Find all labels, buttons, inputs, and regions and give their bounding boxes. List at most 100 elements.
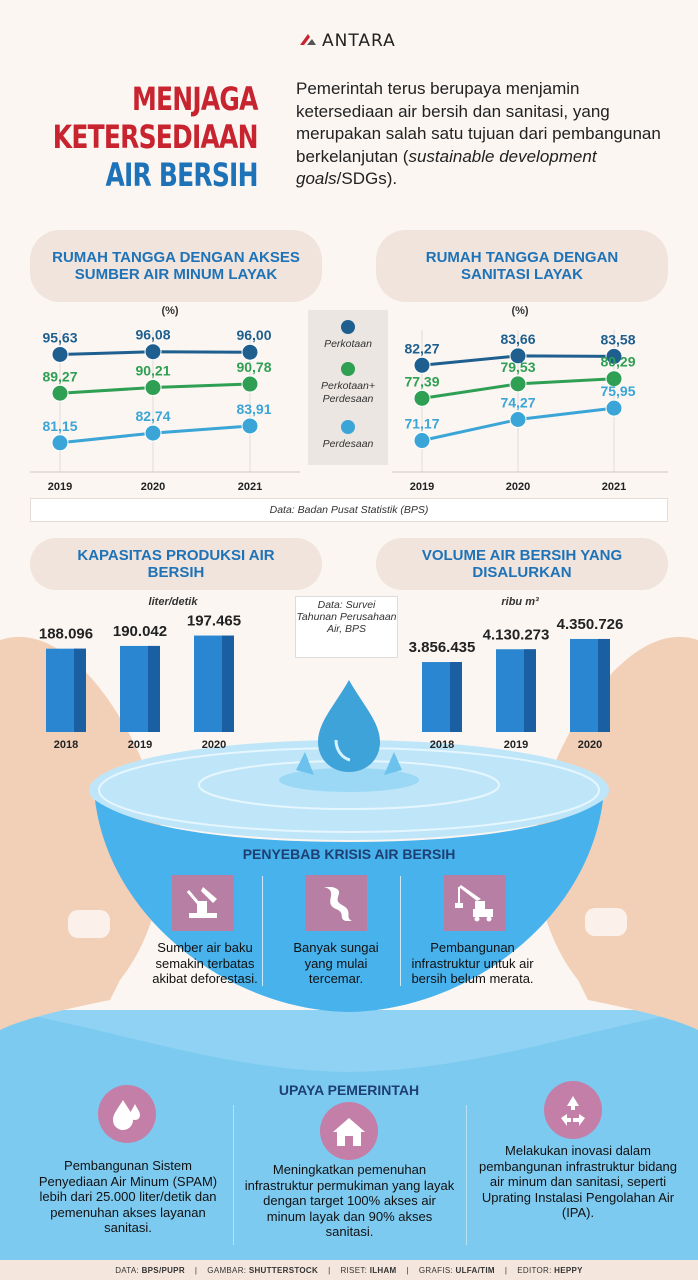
footer-riset: RISET: ILHAM (340, 1266, 396, 1275)
x-tick-label: 2019 (48, 481, 72, 493)
bar-shade (598, 638, 610, 732)
efforts-divider-1 (233, 1105, 234, 1245)
legend-dot-campuran (341, 362, 355, 376)
brand-logo: ANTARA (298, 30, 396, 52)
x-tick-label: 2021 (602, 481, 626, 493)
data-point (605, 399, 623, 417)
cause-text-2: Banyak sungai yang mulai tercemar. (293, 940, 379, 986)
x-tick-label: 2020 (141, 481, 165, 493)
data-label: 79,53 (500, 359, 535, 375)
data-label: 71,17 (404, 416, 439, 432)
chart-title-sanitasi: RUMAH TANGGA DENGAN SANITASI LAYAK (376, 230, 668, 302)
house-icon (320, 1102, 378, 1160)
footer-riset-label: RISET: (340, 1265, 368, 1275)
footer-editor: EDITOR: HEPPY (517, 1266, 583, 1275)
bar-shade (450, 662, 462, 732)
bar-chart-kapasitas: 188.096 2018 190.042 2019 197.465 2020 (39, 613, 241, 751)
legend-dot-perdesaan (341, 420, 355, 434)
title-line-1: MENJAGA (132, 80, 259, 118)
x-tick-label: 2020 (202, 739, 226, 751)
data-point (509, 375, 527, 393)
data-point (509, 411, 527, 429)
line-chart-air-minum: 2019 2020 2021 95,63 96,08 96,00 89,27 90,21 90,… (30, 327, 300, 493)
data-point (413, 389, 431, 407)
data-point (413, 356, 431, 374)
footer-gambar: GAMBAR: SHUTTERSTOCK (207, 1266, 318, 1275)
data-label: 83,66 (500, 331, 535, 347)
chart-title-air-minum-text: RUMAH TANGGA DENGAN AKSES SUMBER AIR MIN… (52, 249, 300, 283)
efforts-divider-2 (466, 1105, 467, 1245)
footer-sep-1: | (194, 1265, 198, 1275)
river-icon (305, 875, 367, 931)
legend-item-perdesaan: Perdesaan (308, 420, 388, 451)
chart-title-air-minum: RUMAH TANGGA DENGAN AKSES SUMBER AIR MIN… (30, 230, 322, 302)
bar-shade (148, 645, 160, 732)
data-point (605, 347, 623, 365)
chart-title-volume: VOLUME AIR BERSIH YANG DISALURKAN (376, 538, 668, 590)
bar-value-label: 190.042 (113, 623, 167, 640)
legend-item-perkotaan: Perkotaan (308, 320, 388, 351)
data-point (144, 379, 162, 397)
effort-text-2: Meningkatkan pemenuhan infrastruktur per… (244, 1162, 455, 1239)
x-tick-label: 2019 (410, 481, 434, 493)
data-label: 82,27 (404, 340, 439, 356)
legend-label-perkotaan: Perkotaan (324, 338, 372, 350)
footer-grafis: GRAFIS: ULFA/TIM (419, 1266, 495, 1275)
legend-label-campuran: Perkotaan+ Perdesaan (321, 380, 375, 405)
footer-grafis-value: ULFA/TIM (455, 1265, 495, 1275)
legend-item-campuran: Perkotaan+ Perdesaan (308, 362, 388, 406)
bar-shade (74, 648, 86, 732)
causes-divider-2 (400, 876, 401, 986)
data-label: 81,15 (42, 418, 77, 434)
cause-text-1: Sumber air baku semakin terbatas akibat … (152, 940, 258, 986)
x-tick-label: 2019 (128, 739, 152, 751)
data-label: 89,27 (42, 368, 77, 384)
chart-title-volume-text: VOLUME AIR BERSIH YANG DISALURKAN (421, 547, 623, 581)
x-tick-label: 2020 (578, 739, 602, 751)
data-label: 75,95 (600, 383, 635, 399)
data-point (509, 347, 527, 365)
data-label: 83,58 (600, 331, 635, 347)
footer-data-label: DATA: (115, 1265, 140, 1275)
chart-title-kapasitas-text: KAPASITAS PRODUKSI AIR BERSIH (77, 547, 275, 581)
data-label: 80,29 (600, 354, 635, 370)
water-drops-icon (98, 1085, 156, 1143)
unit-sanitasi: (%) (511, 305, 529, 317)
data-label: 90,78 (236, 359, 271, 375)
chart-title-sanitasi-text: RUMAH TANGGA DENGAN SANITASI LAYAK (425, 249, 619, 283)
footer-sep-3: | (406, 1265, 409, 1275)
bar-value-label: 4.350.726 (557, 616, 624, 633)
bar-value-label: 3.856.435 (409, 639, 476, 656)
data-label: 90,21 (135, 363, 170, 379)
cause-text-3: Pembangunan infrastruktur untuk air bers… (411, 940, 534, 986)
footer-credits: DATA: BPS/PUPR | GAMBAR: SHUTTERSTOCK | … (0, 1260, 698, 1280)
title-line-3: AIR BERSIH (105, 156, 259, 194)
crane-icon (444, 875, 506, 931)
causes-title: PENYEBAB KRISIS AIR BERSIH (242, 846, 456, 862)
axe-tree-icon (172, 875, 234, 931)
bar-value-label: 188.096 (39, 626, 93, 643)
unit-volume: ribu m³ (501, 596, 539, 608)
data-label: 82,74 (135, 408, 170, 424)
antara-logo-icon (300, 34, 316, 45)
unit-air-minum: (%) (161, 305, 179, 317)
footer-editor-label: EDITOR: (517, 1265, 552, 1275)
footer-sep-2: | (328, 1265, 331, 1275)
intro-text-b: /SDGs). (336, 169, 398, 188)
data-point (144, 343, 162, 361)
data-label: 74,27 (500, 395, 535, 411)
x-tick-label: 2019 (504, 739, 528, 751)
footer-editor-value: HEPPY (554, 1265, 583, 1275)
data-point (51, 384, 69, 402)
data-point (605, 370, 623, 388)
title-line-2: KETERSEDIAAN (53, 118, 259, 156)
causes-divider-1 (262, 876, 263, 986)
source-bps: Data: Badan Pusat Statistik (BPS) (30, 498, 668, 522)
data-point (241, 417, 259, 435)
bar-value-label: 197.465 (187, 613, 241, 630)
data-point (51, 345, 69, 363)
data-label: 83,91 (236, 401, 271, 417)
x-tick-label: 2018 (54, 739, 78, 751)
x-tick-label: 2020 (506, 481, 530, 493)
data-label: 95,63 (42, 329, 77, 345)
